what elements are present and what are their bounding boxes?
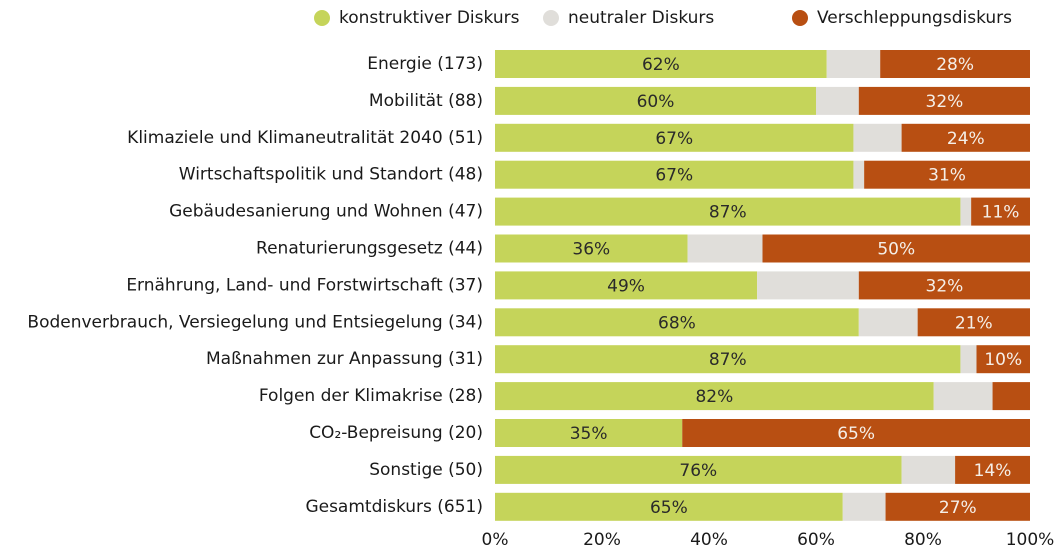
x-tick-label: 0% [482,530,509,550]
category-label: Maßnahmen zur Anpassung (31) [206,349,483,369]
legend-marker [314,10,330,26]
legend-label: konstruktiver Diskurs [339,8,520,28]
data-label: 87% [709,350,747,370]
bar-segment [495,345,961,374]
data-label: 67% [655,129,693,149]
bar-segment [971,197,1030,226]
bar-segment [976,345,1030,374]
bar-segment [762,234,1030,263]
bar-segment [495,492,843,521]
category-label: Klimaziele und Klimaneutralität 2040 (51… [127,128,483,148]
data-label: 87% [709,203,747,223]
data-label: 68% [658,313,696,333]
category-label: Energie (173) [367,54,483,74]
bar-segment [853,160,865,189]
x-tick-label: 60% [797,530,835,550]
bar-segment [842,492,886,521]
category-label: Gesamtdiskurs (651) [305,497,483,517]
bar-segment [885,492,1030,521]
bar-segment [495,86,816,115]
data-label: 76% [679,461,717,481]
data-label: 21% [955,313,993,333]
bar-segment [864,160,1030,189]
x-tick-label: 40% [690,530,728,550]
bar-segment [495,50,827,78]
x-tick-label: 20% [583,530,621,550]
category-label: Wirtschaftspolitik und Standort (48) [179,165,483,185]
data-label: 31% [928,166,966,186]
data-label: 50% [877,240,915,260]
category-label: Ernährung, Land- und Forstwirtschaft (37… [126,275,483,295]
bar-segment [955,455,1030,484]
bar-segment [495,271,758,300]
data-label: 65% [837,424,875,444]
bar-segment [687,234,763,263]
data-label: 11% [982,203,1020,223]
bar-segment [682,419,1030,447]
data-label: 32% [926,92,964,112]
data-label: 60% [637,92,675,112]
legend-marker [792,10,808,26]
x-tick-label: 80% [904,530,942,550]
category-label: CO₂-Bepreisung (20) [309,423,483,443]
data-label: 35% [570,424,608,444]
bar-segment [495,419,683,447]
legend-label: neutraler Diskurs [568,8,714,28]
bar-segment [495,160,854,189]
data-label: 36% [572,240,610,260]
legend-label: Verschleppungsdiskurs [817,8,1012,28]
data-label: 82% [695,387,733,407]
bar-segment [917,308,1030,337]
bar-segment [901,455,956,484]
bar-segment [960,345,977,374]
data-label: 24% [947,129,985,149]
bar-segment [495,123,854,152]
bar-segment [853,123,902,152]
bar-segment [880,50,1030,78]
category-label: Folgen der Klimakrise (28) [259,386,483,406]
bar-segment [933,382,993,411]
bar-segment [495,455,902,484]
bar-segment [960,197,972,226]
bar-segment [495,197,961,226]
x-tick-label: 100% [1006,530,1055,550]
category-label: Bodenverbrauch, Versiegelung und Entsieg… [27,312,483,332]
legend-marker [543,10,559,26]
data-label: 14% [974,461,1012,481]
bar-segment [858,308,918,337]
data-label: 32% [926,276,964,296]
bar-segment [495,382,934,411]
category-label: Mobilität (88) [369,91,483,111]
bar-segment [901,123,1030,152]
data-label: 67% [655,166,693,186]
bar-segment [858,271,1030,300]
data-label: 62% [642,55,680,75]
category-label: Gebäudesanierung und Wohnen (47) [169,202,483,222]
category-label: Sonstige (50) [369,460,483,480]
data-label: 10% [984,350,1022,370]
data-label: 27% [939,498,977,518]
bar-segment [757,271,859,300]
bar-segment [992,382,1030,411]
bar-segment [495,234,688,263]
category-label: Renaturierungsgesetz (44) [256,239,483,259]
bar-segment [495,308,859,337]
data-label: 65% [650,498,688,518]
bar-segment [858,86,1030,115]
data-label: 49% [607,276,645,296]
bar-segment [816,86,859,115]
data-label: 28% [936,55,974,75]
bar-segment [826,50,881,78]
